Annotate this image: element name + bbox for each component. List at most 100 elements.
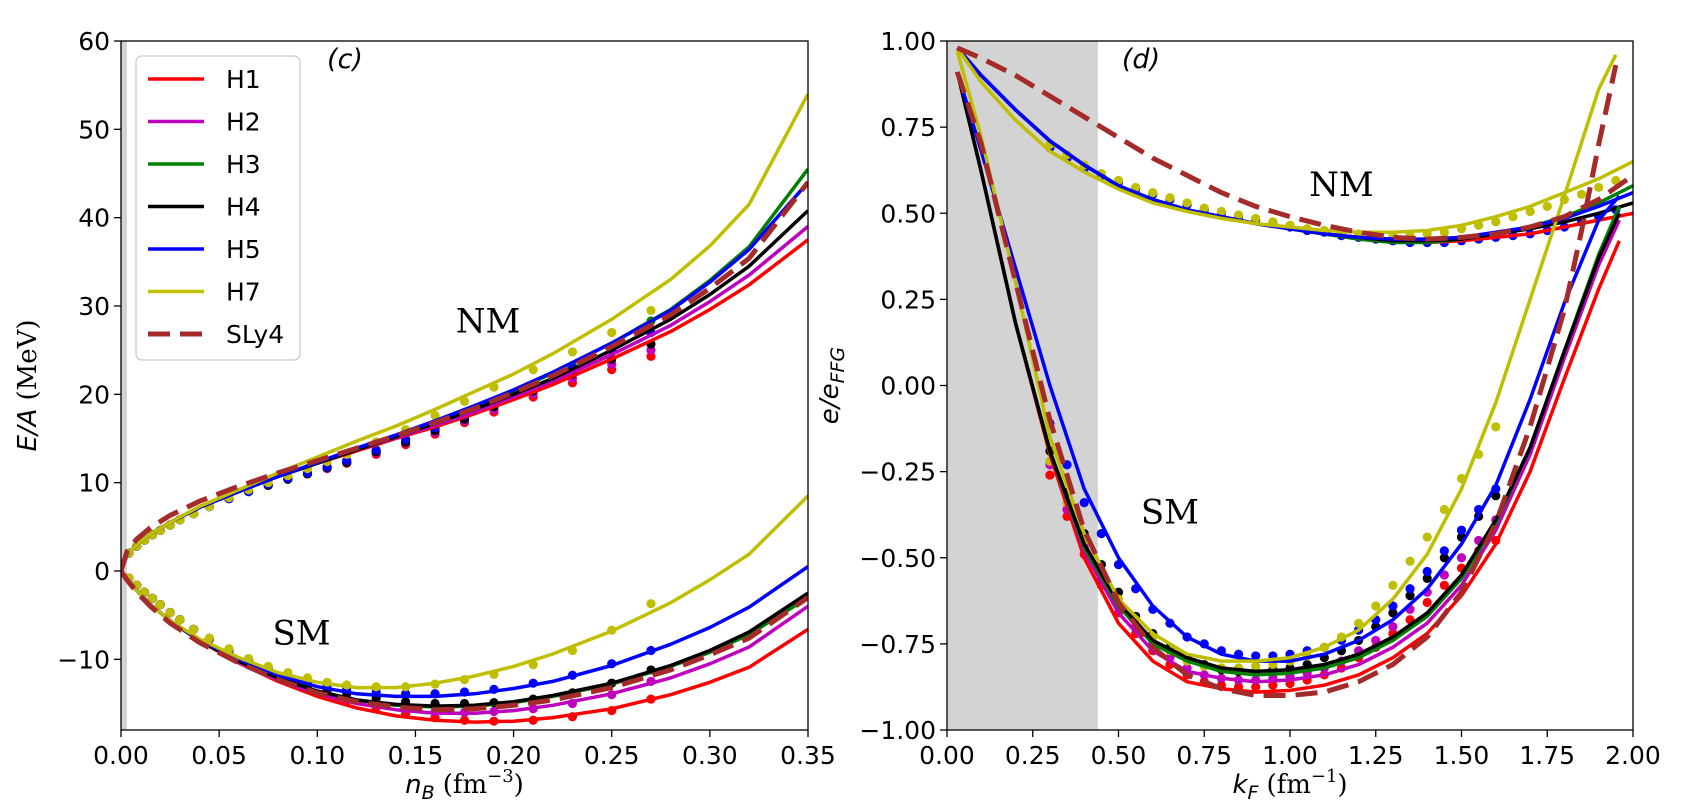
panel-d-point-h7-sm <box>1371 601 1381 611</box>
panel-d-ytick-label: 1.00 <box>880 27 936 56</box>
panel-d-line-h5-nm <box>955 46 1633 241</box>
panel-c-xlabel-close: ) <box>514 770 524 800</box>
panel-d-x-axis-label: kF (fm−1) <box>1232 766 1347 800</box>
panel-c-point-h5-nm <box>371 445 381 455</box>
panel-c-xlabel-unit: (fm <box>443 770 487 800</box>
panel-d-point-h7-sm <box>1354 618 1364 628</box>
panel-c-frame <box>120 40 809 731</box>
panel-c-ylabel-symbol: E/A <box>13 409 43 452</box>
panel-c-xlabel-subscript: B <box>422 782 435 800</box>
panel-d-ytick-label: 0.00 <box>880 372 936 401</box>
panel-d-point-h4-sm <box>1439 553 1449 563</box>
panel-d-point-h7-nm <box>1576 189 1587 199</box>
panel-d-point-h7-nm <box>1165 193 1175 203</box>
panel-d-xtick-label: 0.75 <box>1176 741 1232 770</box>
panel-d-point-h1-sm <box>1045 470 1055 480</box>
panel-d-label: (d) <box>1122 44 1160 75</box>
panel-c-shaded-region <box>121 41 127 730</box>
panel-c-point-h7-sm <box>155 599 165 610</box>
panel-c-ytick-label: 30 <box>78 292 110 321</box>
panel-d-xlabel-exponent: −1 <box>1311 766 1338 787</box>
panel-d-xtick-label: 0.00 <box>919 741 975 770</box>
panel-d-point-h7-sm <box>1491 422 1501 432</box>
panel-d-point-h5-sm <box>1388 601 1398 611</box>
panel-c-point-h7-sm <box>204 633 214 643</box>
panel-d-point-h5-sm <box>1439 546 1449 556</box>
panel-d-xlabel-close: ) <box>1337 770 1347 800</box>
panel-d-ylabel-symbol: e/e <box>815 383 845 424</box>
panel-c-xlabel-symbol: n <box>405 770 421 800</box>
legend-label-h4: H4 <box>226 193 261 222</box>
panel-c-point-h7-nm <box>528 365 538 375</box>
panel-d-point-h7-nm <box>1216 206 1226 217</box>
panel-d-point-h2-sm <box>1439 570 1449 580</box>
panel-d-ytick-label: −0.50 <box>859 544 936 573</box>
panel-c-line-h3-sm <box>121 569 808 709</box>
panel-d-point-h4-sm <box>1491 491 1501 501</box>
panel-d-point-h7-nm <box>1182 198 1192 208</box>
panel-d-xtick-label: 0.50 <box>1091 741 1147 770</box>
panel-c-line-sly4-sm <box>121 569 808 713</box>
panel-d-point-h7-nm <box>1508 212 1518 222</box>
panel-c-point-h7-nm <box>646 305 656 316</box>
panel-d-point-h7-sm <box>1405 556 1415 566</box>
panel-d-point-h5-sm <box>1422 566 1432 577</box>
panel-d-nm-annotation: NM <box>1309 165 1374 205</box>
panel-c-point-h7-sm <box>147 593 158 603</box>
panel-c-line-h4-sm <box>121 569 808 708</box>
panel-d-xtick-label: 1.75 <box>1519 741 1575 770</box>
panel-d-ytick-label: −0.75 <box>859 630 936 659</box>
panel-d-point-h4-sm <box>1388 608 1398 618</box>
panel-d-xtick-label: 1.50 <box>1434 741 1490 770</box>
panel-d-ytick-label: −0.25 <box>859 458 936 487</box>
panel-c-ytick-label: 40 <box>78 204 110 233</box>
panel-d-point-h7-sm <box>1251 661 1261 671</box>
panel-d-point-h7-nm <box>1233 210 1244 220</box>
panel-d-point-h4-sm <box>1405 591 1415 601</box>
panel-c-sm-annotation: SM <box>273 613 331 653</box>
panel-c-xtick-label: 0.00 <box>93 741 149 770</box>
panel-c-xtick-label: 0.30 <box>682 741 738 770</box>
panel-c-xtick-label: 0.25 <box>584 741 640 770</box>
panel-c-ytick-label: 50 <box>78 115 110 144</box>
panel-d-xlabel-unit: (fm <box>1266 770 1310 800</box>
panel-c-xtick-label: 0.20 <box>486 741 542 770</box>
panel-d-line-sly4-sm <box>954 64 1619 698</box>
panel-d-shaded-region <box>947 41 1098 730</box>
panel-d-point-h7-nm <box>1199 203 1209 213</box>
panel-d-point-h5-sm <box>1456 525 1467 535</box>
panel-d-point-h1-sm <box>1422 597 1432 608</box>
panel-d-point-h7-sm <box>1439 504 1449 515</box>
panel-d-point-h7-nm <box>1251 213 1261 224</box>
panel-c-point-h7-nm <box>430 410 440 421</box>
panel-d-point-h7-nm <box>1131 182 1141 193</box>
panel-d-ylabel-subscript: FFG <box>827 347 849 384</box>
panel-c: 0.00 0.05 0.10 0.15 0.20 0.25 0.30 0.35 −10 0 10 20… <box>13 27 836 800</box>
panel-c-xlabel-exponent: −3 <box>487 766 514 787</box>
panel-d-point-h2-sm <box>1456 553 1467 563</box>
panel-d-xtick-label: 1.25 <box>1348 741 1404 770</box>
panel-c-point-h7-sm <box>165 607 175 618</box>
panel-c-ytick-label: 60 <box>78 27 110 56</box>
panel-d-point-h2-sm <box>1388 622 1398 632</box>
panel-c-line-h7-sm <box>121 494 808 690</box>
panel-c-xtick-label: 0.35 <box>780 741 836 770</box>
panel-c-ytick-label: 0 <box>94 557 110 586</box>
panel-d-point-h7-sm <box>1422 532 1432 542</box>
panel-d-sm-annotation: SM <box>1141 492 1199 532</box>
panel-c-legend: H1 H2 H3 H4 H5 H7 SLy4 <box>135 55 301 361</box>
panel-c-ticks: 0.00 0.05 0.10 0.15 0.20 0.25 0.30 0.35 −10 0 10 20… <box>57 27 836 770</box>
panel-c-point-h7-nm <box>567 347 578 357</box>
panel-d-line-h5-sm <box>955 71 1621 663</box>
panel-d-xtick-label: 2.00 <box>1605 741 1661 770</box>
panel-d-line-h7-sm <box>955 50 1618 663</box>
panel-d-plot-area <box>954 45 1633 698</box>
panel-d-ticks: 0.00 0.25 0.50 0.75 1.00 1.25 1.50 1.75 2.00 −1.0… <box>859 27 1660 770</box>
legend-label-sly4: SLy4 <box>226 320 284 349</box>
legend-label-h3: H3 <box>226 150 261 179</box>
panel-c-ytick-label: 10 <box>78 469 110 498</box>
panel-d-point-h7-nm <box>1491 217 1501 227</box>
panel-c-x-axis-label: nB (fm−3) <box>405 766 524 800</box>
legend-box <box>135 55 301 361</box>
